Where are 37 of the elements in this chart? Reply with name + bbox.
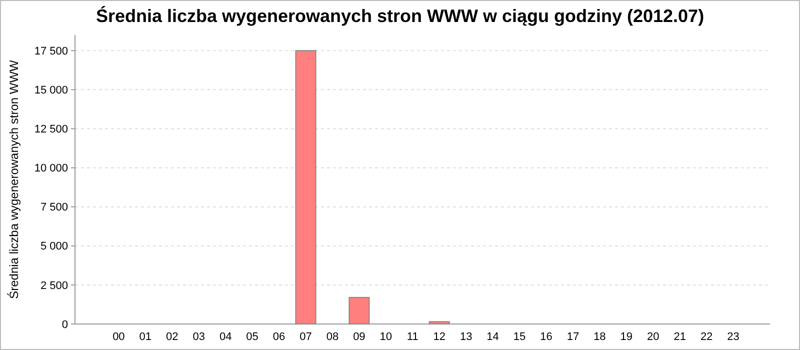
x-tick-label: 12 [433,331,446,343]
x-tick-label: 07 [300,331,312,343]
x-tick-label: 06 [272,331,286,343]
x-tick-label: 18 [594,331,606,343]
x-tick-label: 22 [700,331,713,343]
bar [348,296,370,324]
x-tick-label: 20 [647,331,660,343]
x-tick-label: 14 [486,331,499,343]
x-tick-label: 08 [326,331,339,343]
y-tick-label: 15 000 [34,84,68,97]
x-tick-label: 00 [112,331,125,343]
y-axis-title: Średnia liczba wygenerowanych stron WWW [7,59,21,299]
x-tick-label: 17 [566,331,580,343]
x-tick-label: 05 [246,331,258,343]
x-tick-label: 02 [166,331,178,343]
y-tick-label: 2 500 [40,280,68,292]
bar [428,321,450,324]
y-tick-label: 17 500 [34,45,68,58]
x-tick-label: 13 [460,331,472,343]
y-tick-label: 0 [62,318,68,331]
y-tick-label: 10 000 [34,162,68,175]
x-tick-label: 11 [406,331,418,343]
x-tick-label: 15 [513,331,526,343]
y-tick-label: 5 000 [40,240,68,253]
x-tick-label: 23 [727,331,740,343]
y-tick-label: 7 500 [40,202,68,214]
chart-title: Średnia liczba wygenerowanych stron WWW w ciągu godziny (2012.07) [96,6,704,26]
x-tick-label: 03 [192,331,205,343]
x-tick-label: 19 [620,331,633,343]
x-tick-label: 09 [353,331,366,343]
x-tick-label: 01 [139,331,152,343]
y-tick-label: 12 500 [34,124,68,136]
x-tick-label: 10 [380,331,392,343]
x-tick-label: 04 [219,331,232,343]
bar [295,50,316,324]
x-tick-label: 21 [674,331,686,343]
x-tick-label: 16 [540,331,552,343]
